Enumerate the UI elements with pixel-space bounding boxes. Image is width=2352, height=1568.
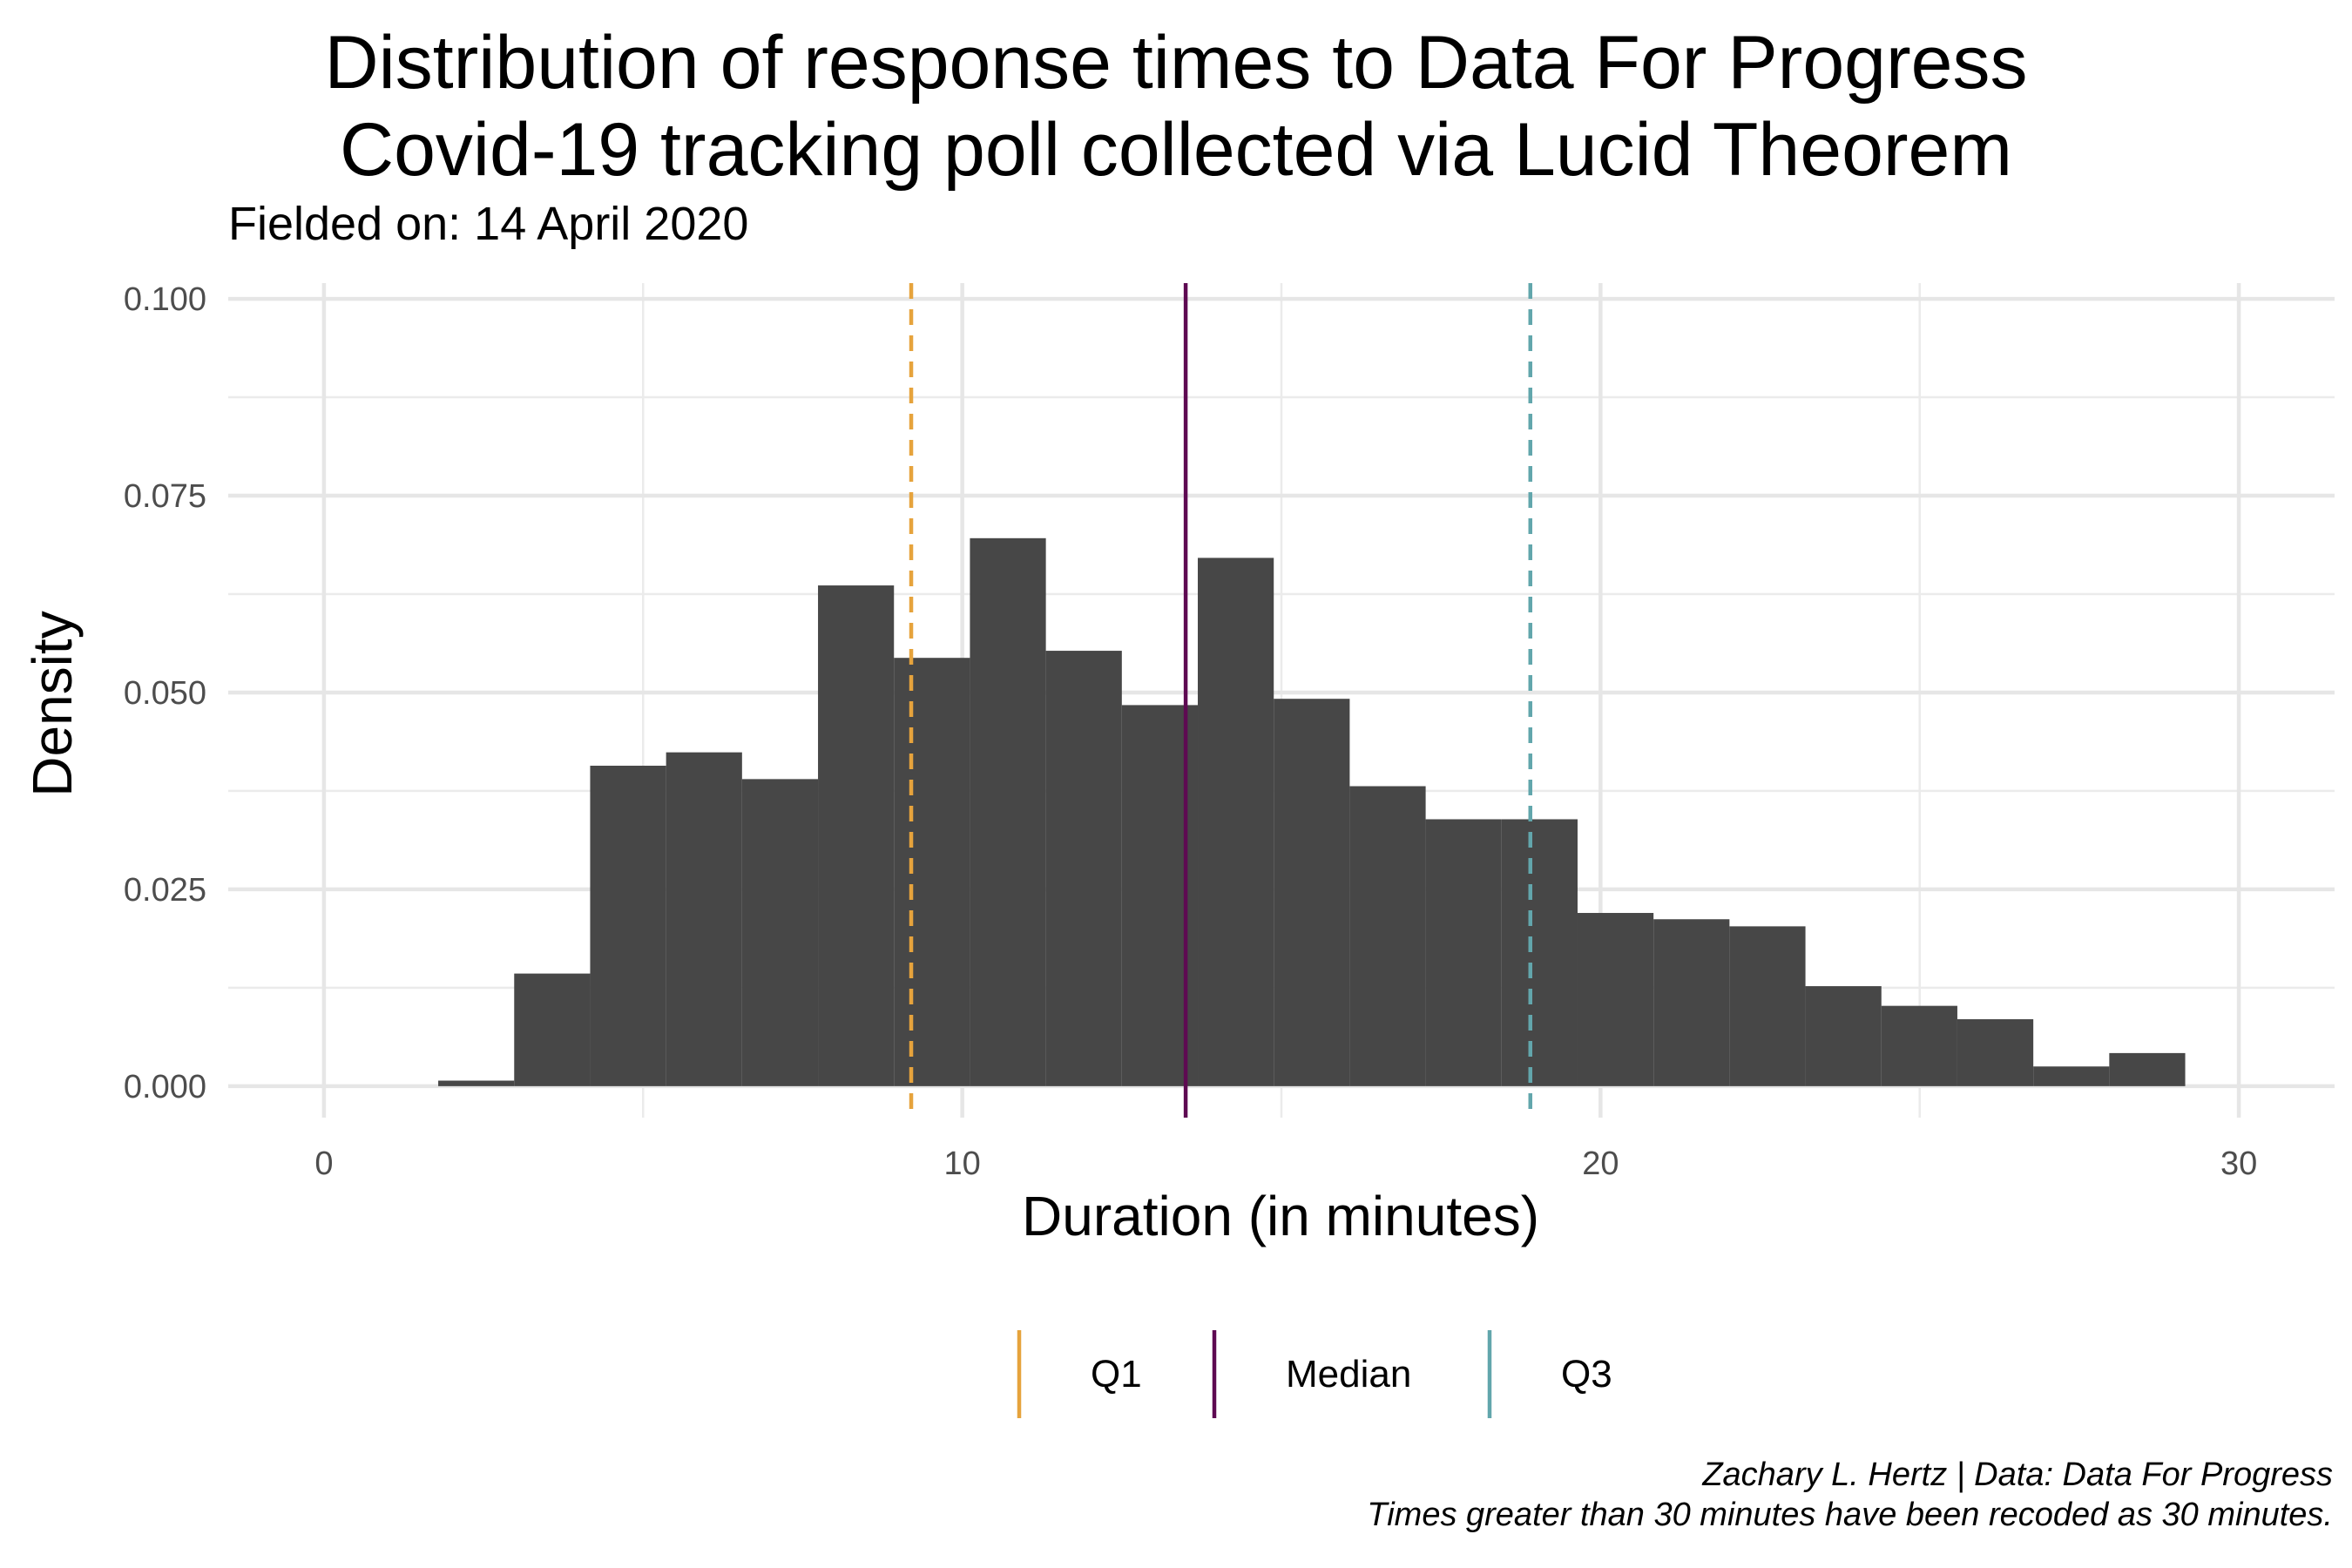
x-tick-label: 30 (2220, 1146, 2257, 1182)
histogram-bar (1729, 926, 1806, 1086)
chart-title-line-2: Covid-19 tracking poll collected via Luc… (339, 108, 2013, 192)
histogram-bar (1425, 819, 1502, 1086)
histogram-bar (1274, 699, 1350, 1086)
y-axis-label: Density (21, 611, 84, 796)
reference-lines (909, 283, 1533, 1118)
histogram-bar (1198, 558, 1274, 1086)
histogram-bars (438, 537, 2186, 1086)
histogram-bar (590, 766, 666, 1086)
histogram-bar (1881, 1005, 1957, 1086)
histogram-bar (514, 973, 591, 1086)
chart-caption: Zachary L. Hertz | Data: Data For Progre… (1367, 1455, 2333, 1535)
histogram-bar (818, 585, 895, 1086)
chart-subtitle: Fielded on: 14 April 2020 (228, 198, 749, 250)
chart-title: Distribution of response times to Data F… (0, 19, 2352, 193)
x-axis-label: Duration (in minutes) (1022, 1185, 1539, 1247)
chart-title-line-1: Distribution of response times to Data F… (324, 21, 2028, 105)
y-tick-label: 0.025 (124, 872, 206, 909)
histogram-bar (1501, 819, 1578, 1086)
x-tick-label: 20 (1582, 1146, 1619, 1182)
legend-label-q3: Q3 (1561, 1353, 1612, 1396)
histogram-bar (1045, 651, 1122, 1086)
x-axis-tick-labels: 0 10 20 30 (314, 1146, 2257, 1182)
y-tick-label: 0.000 (124, 1069, 206, 1105)
x-tick-label: 0 (314, 1146, 333, 1182)
caption-line-1: Zachary L. Hertz | Data: Data For Progre… (1702, 1456, 2333, 1493)
histogram-bar (1805, 986, 1882, 1086)
y-tick-label: 0.100 (124, 281, 206, 318)
legend-label-median: Median (1286, 1353, 1411, 1396)
legend: Q1 Median Q3 (1017, 1330, 1612, 1418)
legend-label-q1: Q1 (1091, 1353, 1142, 1396)
histogram-bar (1653, 919, 1730, 1086)
caption-line-2: Times greater than 30 minutes have been … (1367, 1497, 2333, 1533)
y-tick-label: 0.050 (124, 675, 206, 712)
histogram-bar (1957, 1019, 2034, 1086)
histogram-bar (2109, 1052, 2186, 1086)
histogram-bar (2033, 1066, 2110, 1086)
y-axis-tick-labels: 0.000 0.025 0.050 0.075 0.100 (124, 281, 206, 1105)
histogram-bar (970, 537, 1046, 1086)
histogram-bar (1349, 786, 1426, 1086)
histogram-bar (741, 779, 819, 1086)
histogram-bar (666, 752, 742, 1086)
histogram-bar (438, 1080, 515, 1086)
x-tick-label: 10 (943, 1146, 980, 1182)
histogram-bar (894, 658, 970, 1086)
histogram-bar (1577, 913, 1654, 1086)
y-tick-label: 0.075 (124, 478, 206, 515)
